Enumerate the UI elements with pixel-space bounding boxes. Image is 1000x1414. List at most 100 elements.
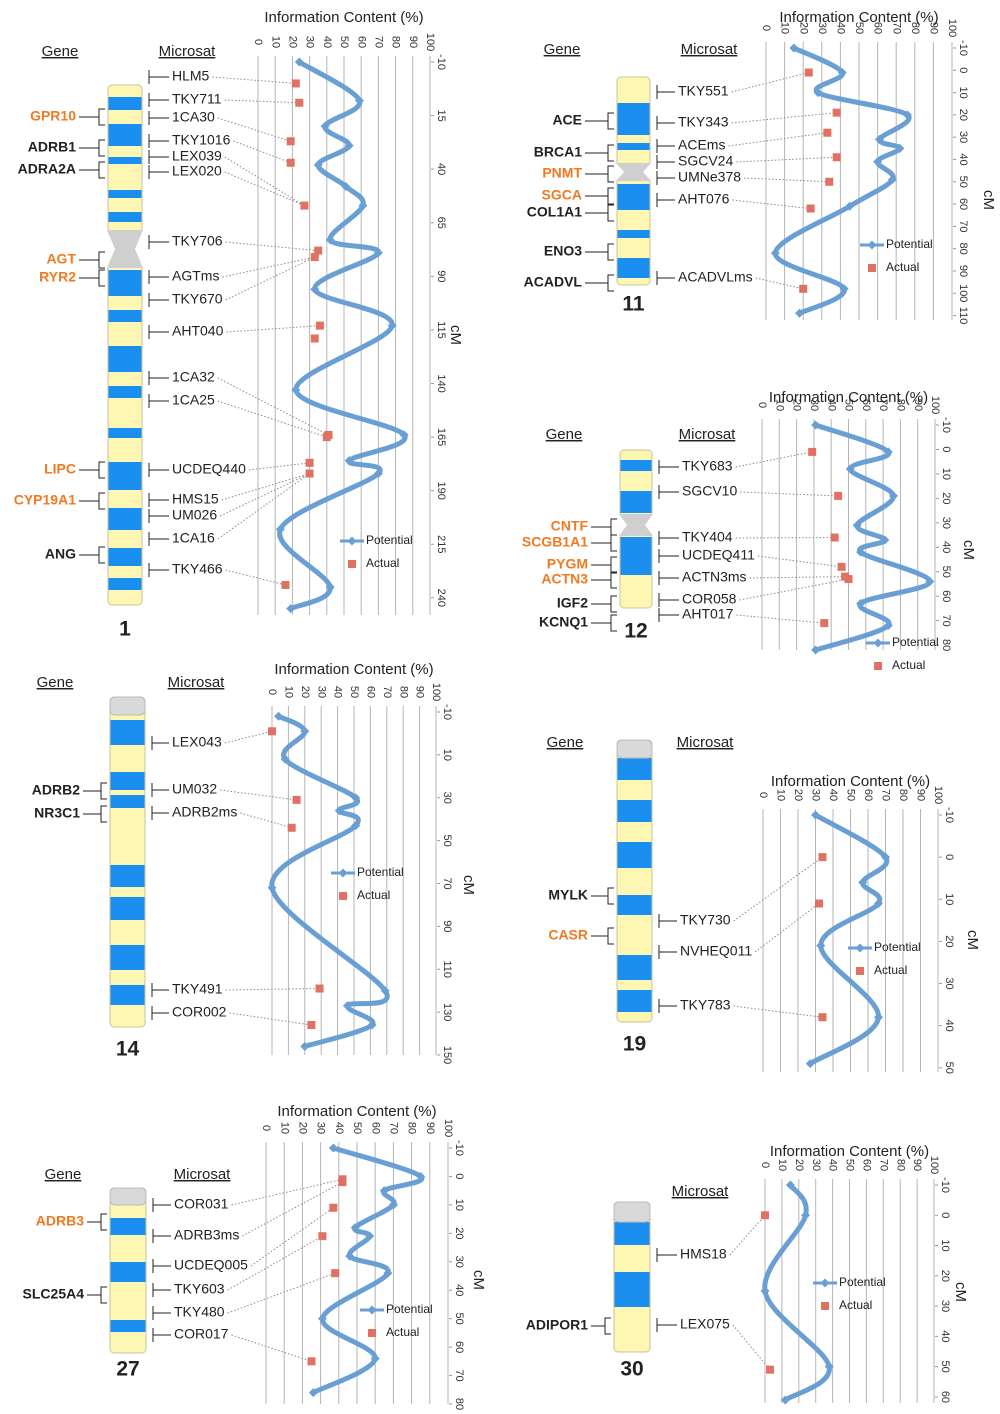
microsat-link [226,989,320,990]
y-tick-label: 30 [810,1159,822,1171]
chromosome [110,697,145,1027]
gene-bracket [608,145,614,161]
legend-marker [856,967,864,975]
actual-point [316,985,324,993]
legend-label: Potential [366,533,413,547]
band [111,720,145,745]
legend-label: Potential [886,237,933,251]
gene-label: NR3C1 [34,805,80,821]
microsat-link [233,141,290,163]
y-tick-label: 50 [845,789,857,801]
microsat-link [242,1182,342,1236]
figure: 0102030405060708090100Information Conten… [0,0,1000,1414]
microsat-label: COR002 [172,1004,227,1020]
y-tick-label: 20 [299,686,311,698]
x-tick-label: 30 [943,977,955,989]
actual-point [807,205,815,213]
microsat-link [231,1335,311,1361]
gene-bracket [99,270,105,286]
axis-title: Information Content (%) [274,661,433,678]
y-tick-label: 90 [915,789,927,801]
microsat-label: TKY711 [172,91,222,107]
y-tick-label: 100 [928,1156,940,1174]
gene-bracket [101,806,107,822]
y-tick-label: 70 [381,686,393,698]
band [109,270,142,296]
band [615,1272,650,1307]
microsat-label: TKY730 [680,912,731,928]
microsat-link [218,378,329,435]
gene-header: Gene [544,41,581,58]
microsat-label: TKY404 [682,529,733,545]
microsat-link [212,77,295,83]
actual-point [819,1013,827,1021]
y-tick-label: 100 [932,786,944,804]
microsat-label: TKY683 [682,458,733,474]
y-tick-label: 40 [827,789,839,801]
legend-label: Actual [386,1325,419,1339]
gene-label: MYLK [548,887,588,903]
band [621,460,652,471]
y-tick-label: 30 [315,686,327,698]
actual-point [311,335,319,343]
gene-label: RYR2 [39,269,76,285]
microsat-label: ACADVLms [678,269,753,285]
gene-label: ACTN3 [541,571,588,587]
axis-title: Information Content (%) [769,389,928,406]
y-tick-label: 60 [364,686,376,698]
microsat-label: TKY551 [678,83,729,99]
gene-bracket [605,1318,611,1334]
y-tick-label: 20 [296,1122,308,1134]
x-tick-label: 50 [940,566,952,578]
y-tick-label: 20 [792,789,804,801]
axis-label: cM [980,190,997,210]
microsat-link [240,813,291,828]
x-tick-label: -10 [435,54,447,70]
band [109,508,142,530]
y-tick-label: 10 [776,1159,788,1171]
y-tick-label: 50 [338,36,350,48]
legend-marker [339,869,348,878]
chromosome-panel: 0102030405060708090100Information Conten… [23,1103,488,1410]
y-tick-label: 90 [407,36,419,48]
gene-bracket [99,252,105,268]
gene-bracket [608,113,614,129]
microsat-label: LEX043 [172,734,222,750]
y-tick-label: 0 [757,792,769,798]
gene-bracket [99,493,105,509]
gene-label: SCGB1A1 [522,534,588,550]
y-tick-label: 40 [332,686,344,698]
band [109,548,142,566]
band [111,865,145,887]
band [111,1320,146,1332]
band [109,462,142,490]
microsat-label: TKY1016 [172,132,231,148]
chromosome-panel: 0102030405060708090100Information Conten… [32,661,477,1064]
actual-point [287,159,295,167]
x-tick-label: 20 [939,1270,951,1282]
band [618,143,650,150]
x-tick-label: 0 [940,446,952,452]
legend-label: Actual [886,260,919,274]
microsat-link [226,326,320,332]
chromosome-number: 19 [623,1033,646,1056]
actual-point [288,824,296,832]
microsat-link [228,1273,336,1313]
legend-label: Actual [874,963,907,977]
x-tick-label: 50 [453,1313,465,1325]
gene-bracket [101,783,107,799]
actual-point [293,796,301,804]
x-tick-label: -10 [943,807,955,823]
x-tick-label: 90 [441,920,453,932]
legend-label: Potential [839,1275,886,1289]
microsat-link [736,538,835,539]
actual-point [799,285,807,293]
microsat-link [229,1013,311,1025]
y-tick-label: 90 [911,1159,923,1171]
actual-point [761,1211,769,1219]
y-tick-label: 0 [266,689,278,695]
band [618,103,650,135]
band [111,945,145,970]
actual-point [831,534,839,542]
